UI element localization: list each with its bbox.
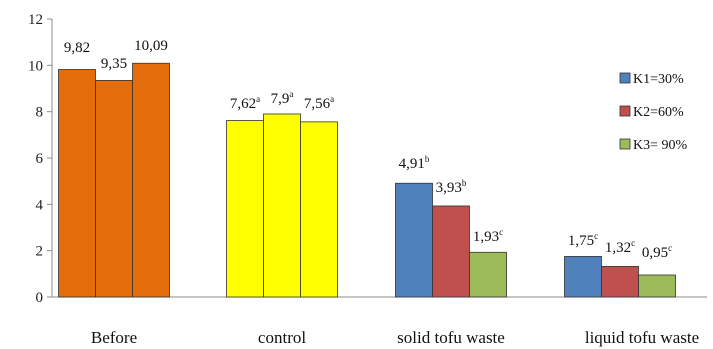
bar-3-1 (601, 266, 639, 298)
bar-2-2 (469, 251, 507, 298)
data-label: 0,95c (642, 243, 672, 261)
bar-1-2 (300, 121, 338, 298)
data-label: 1,32c (605, 238, 635, 256)
data-label: 7,62a (230, 94, 260, 112)
data-label: 1,93c (473, 227, 503, 245)
chart-legend: K1=30% K2=60% K3= 90% (619, 72, 688, 153)
data-label: 9,82 (64, 40, 90, 56)
bar-0-2 (132, 62, 170, 298)
bar-3-0 (564, 256, 602, 298)
data-label: 9,35 (101, 56, 127, 72)
legend-label: K1=30% (633, 72, 684, 87)
chart-bars (58, 62, 676, 298)
x-category-label: control (258, 328, 306, 347)
bar-0-0 (58, 69, 96, 298)
legend-swatch (619, 72, 631, 84)
x-category-label: solid tofu waste (397, 328, 505, 347)
data-label: 7,9a (271, 89, 294, 107)
x-category-label: Before (91, 328, 137, 347)
y-tick-label: 8 (36, 105, 44, 121)
data-label: 3,93b (436, 178, 467, 196)
y-tick-label: 6 (36, 151, 44, 167)
legend-swatch (619, 105, 631, 117)
bar-3-2 (638, 274, 676, 298)
bar-1-0 (226, 120, 264, 298)
data-label: 10,09 (134, 38, 168, 54)
bar-2-1 (432, 205, 470, 298)
bar-2-0 (395, 182, 433, 298)
legend-label: K3= 90% (633, 138, 688, 153)
data-label: 1,75c (568, 231, 598, 249)
y-tick-label: 0 (36, 290, 44, 306)
y-tick-label: 2 (36, 244, 44, 260)
data-label: 7,56a (304, 94, 334, 112)
y-tick-label: 4 (36, 197, 44, 213)
data-label: 4,91b (399, 154, 430, 172)
legend-label: K2=60% (633, 105, 684, 120)
x-category-label: liquid tofu waste (585, 328, 699, 347)
chart-data-labels: 9,82 9,35 10,09 7,62a 7,9a 7,56a 4,91b 3,93b 1,9… (64, 38, 672, 261)
bar-1-1 (263, 113, 301, 298)
legend-swatch (619, 138, 631, 150)
y-tick-label: 12 (28, 12, 43, 28)
bar-0-1 (95, 79, 133, 298)
y-tick-label: 10 (28, 58, 43, 74)
chart-axes: 0 2 4 6 8 10 12 Before control solid tofu waste li… (28, 12, 707, 347)
